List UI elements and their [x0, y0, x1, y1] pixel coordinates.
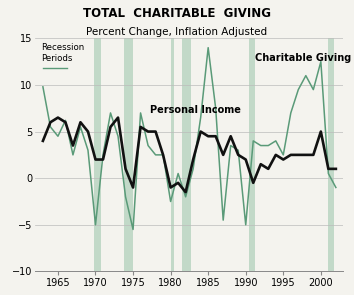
Text: Percent Change, Inflation Adjusted: Percent Change, Inflation Adjusted: [86, 27, 268, 37]
Bar: [182, 38, 191, 271]
Text: Recession
Periods: Recession Periods: [41, 43, 85, 63]
Bar: [250, 38, 255, 271]
Bar: [124, 38, 133, 271]
Bar: [329, 38, 334, 271]
Bar: [93, 38, 101, 271]
Text: TOTAL  CHARITABLE  GIVING: TOTAL CHARITABLE GIVING: [83, 7, 271, 20]
Bar: [171, 38, 175, 271]
Text: Charitable Giving: Charitable Giving: [255, 53, 351, 63]
Text: Personal Income: Personal Income: [150, 105, 240, 115]
